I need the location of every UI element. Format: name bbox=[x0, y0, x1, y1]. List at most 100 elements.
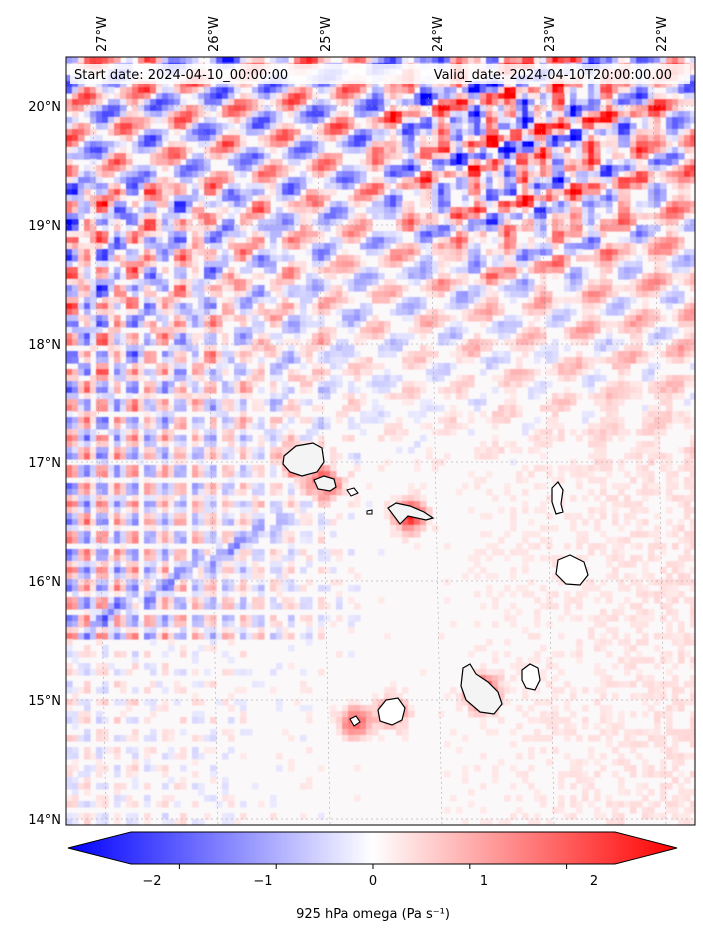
omega-cell bbox=[498, 213, 505, 220]
omega-cell bbox=[168, 123, 175, 130]
omega-cell bbox=[588, 231, 595, 238]
omega-cell bbox=[624, 219, 631, 226]
omega-cell bbox=[516, 285, 523, 292]
omega-cell bbox=[444, 195, 451, 202]
omega-cell bbox=[624, 183, 631, 190]
omega-cell bbox=[186, 111, 193, 118]
omega-cell bbox=[498, 231, 505, 238]
omega-cell bbox=[516, 279, 523, 286]
omega-cell bbox=[360, 159, 367, 166]
omega-cell bbox=[216, 267, 223, 274]
omega-cell bbox=[198, 333, 205, 340]
omega-cell bbox=[282, 237, 289, 244]
omega-cell bbox=[564, 135, 571, 142]
omega-cell bbox=[426, 309, 433, 316]
omega-cell bbox=[534, 381, 541, 388]
omega-cell bbox=[474, 189, 481, 196]
omega-cell bbox=[156, 333, 163, 340]
omega-cell bbox=[414, 243, 421, 250]
omega-cell bbox=[102, 333, 109, 340]
omega-cell bbox=[480, 279, 487, 286]
omega-cell bbox=[216, 357, 223, 364]
omega-cell bbox=[504, 207, 511, 214]
omega-cell bbox=[228, 231, 235, 238]
omega-cell bbox=[678, 261, 685, 268]
omega-cell bbox=[132, 105, 139, 112]
omega-cell bbox=[222, 111, 229, 118]
omega-cell bbox=[636, 285, 643, 292]
omega-cell bbox=[660, 423, 667, 430]
omega-cell bbox=[306, 93, 313, 100]
omega-cell bbox=[216, 273, 223, 280]
omega-cell bbox=[180, 309, 187, 316]
omega-cell bbox=[492, 87, 499, 94]
omega-cell bbox=[504, 57, 511, 64]
omega-cell bbox=[144, 207, 151, 214]
omega-cell bbox=[186, 195, 193, 202]
omega-cell bbox=[510, 375, 517, 382]
omega-cell bbox=[486, 315, 493, 322]
omega-cell bbox=[336, 363, 343, 370]
omega-cell bbox=[462, 57, 469, 64]
omega-cell bbox=[150, 111, 157, 118]
omega-cell bbox=[618, 201, 625, 208]
omega-cell bbox=[528, 177, 535, 184]
omega-cell bbox=[90, 159, 97, 166]
omega-cell bbox=[396, 393, 403, 400]
omega-cell bbox=[198, 405, 205, 412]
omega-cell bbox=[162, 189, 169, 196]
omega-cell bbox=[504, 201, 511, 208]
omega-cell bbox=[198, 159, 205, 166]
omega-cell bbox=[564, 369, 571, 376]
omega-cell bbox=[132, 387, 139, 394]
omega-cell bbox=[660, 159, 667, 166]
omega-cell bbox=[222, 57, 229, 64]
omega-cell bbox=[120, 171, 127, 178]
omega-cell bbox=[456, 135, 463, 142]
omega-cell bbox=[450, 135, 457, 142]
omega-cell bbox=[648, 315, 655, 322]
omega-cell bbox=[576, 351, 583, 358]
omega-cell bbox=[528, 201, 535, 208]
omega-cell bbox=[498, 105, 505, 112]
omega-cell bbox=[84, 351, 91, 358]
omega-cell bbox=[570, 105, 577, 112]
omega-cell bbox=[228, 297, 235, 304]
omega-cell bbox=[642, 171, 649, 178]
omega-cell bbox=[204, 399, 211, 406]
omega-cell bbox=[372, 105, 379, 112]
omega-cell bbox=[138, 117, 145, 124]
omega-cell bbox=[240, 357, 247, 364]
omega-cell bbox=[456, 351, 463, 358]
omega-cell bbox=[516, 261, 523, 268]
omega-cell bbox=[660, 393, 667, 400]
omega-cell bbox=[648, 237, 655, 244]
omega-cell bbox=[216, 213, 223, 220]
omega-cell bbox=[168, 351, 175, 358]
omega-cell bbox=[330, 171, 337, 178]
omega-cell bbox=[474, 249, 481, 256]
omega-cell bbox=[564, 195, 571, 202]
omega-cell bbox=[684, 327, 691, 334]
omega-cell bbox=[510, 93, 517, 100]
omega-cell bbox=[666, 327, 673, 334]
omega-cell bbox=[330, 237, 337, 244]
omega-cell bbox=[216, 363, 223, 370]
omega-cell bbox=[174, 213, 181, 220]
omega-cell bbox=[558, 141, 565, 148]
omega-cell bbox=[432, 225, 439, 232]
omega-cell bbox=[444, 201, 451, 208]
omega-cell bbox=[576, 147, 583, 154]
omega-cell bbox=[474, 261, 481, 268]
omega-cell bbox=[174, 303, 181, 310]
omega-cell bbox=[468, 339, 475, 346]
omega-cell bbox=[690, 381, 695, 388]
omega-cell bbox=[600, 231, 607, 238]
omega-cell bbox=[78, 285, 85, 292]
omega-cell bbox=[72, 129, 79, 136]
omega-cell bbox=[540, 333, 547, 340]
omega-cell bbox=[294, 99, 301, 106]
omega-cell bbox=[216, 141, 223, 148]
omega-cell bbox=[204, 315, 211, 322]
omega-cell bbox=[432, 315, 439, 322]
